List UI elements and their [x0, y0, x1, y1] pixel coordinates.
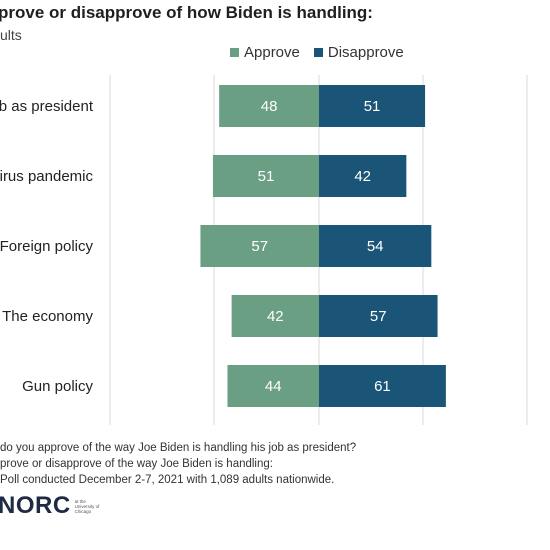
logo-text: NORC [0, 492, 71, 519]
data-label-approve-1: 51 [258, 168, 275, 185]
chart-title: prove or disapprove of how Biden is hand… [0, 3, 373, 22]
data-label-approve-2: 57 [251, 238, 268, 255]
footnote-question-2: prove or disapprove of the way Joe Biden… [0, 458, 273, 470]
bar-approve-3 [231, 295, 319, 337]
data-label-disapprove-2: 54 [367, 238, 384, 255]
category-label-4: Gun policy [22, 378, 93, 395]
data-label-disapprove-1: 42 [354, 168, 371, 185]
data-label-approve-3: 42 [267, 308, 284, 325]
bar-approve-0 [219, 85, 319, 127]
data-label-disapprove-4: 61 [374, 378, 391, 395]
legend-label-disapprove: Disapprove [327, 44, 404, 61]
footnote-source: Poll conducted December 2-7, 2021 with 1… [0, 474, 335, 486]
footnote-question-1: do you approve of the way Joe Biden is h… [0, 442, 357, 454]
bar-approve-2 [200, 225, 319, 267]
data-label-approve-4: 44 [265, 378, 282, 395]
category-label-0: b as president [0, 98, 94, 115]
data-label-disapprove-0: 51 [364, 98, 381, 115]
bar-disapprove-1 [319, 155, 407, 197]
category-label-2: Foreign policy [0, 238, 93, 255]
bar-disapprove-0 [319, 85, 426, 127]
legend-swatch-approve [230, 48, 239, 57]
logo-subtext: at the University of Chicago [74, 498, 100, 514]
category-label-3: The economy [2, 308, 93, 325]
footnotes: do you approve of the way Joe Biden is h… [0, 440, 356, 488]
legend-item-approve: Approve [230, 44, 300, 61]
bar-chart: 48 51 b as president 51 42 irus pandemic 57 54 F… [0, 75, 528, 425]
legend-item-disapprove: Disapprove [313, 44, 404, 61]
bar-approve-4 [227, 365, 319, 407]
legend-label-approve: Approve [244, 44, 300, 61]
legend: Approve Disapprove [230, 44, 418, 61]
category-label-1: irus pandemic [0, 168, 93, 185]
chart-subtitle: ults [0, 27, 22, 43]
bar-disapprove-4 [319, 365, 446, 407]
legend-swatch-disapprove [313, 48, 323, 57]
bar-disapprove-2 [319, 225, 432, 267]
bar-approve-1 [212, 155, 319, 197]
data-label-approve-0: 48 [261, 98, 278, 115]
norc-logo: NORC at the University of Chicago [0, 492, 101, 520]
bar-disapprove-3 [319, 295, 438, 337]
data-label-disapprove-3: 57 [370, 308, 387, 325]
